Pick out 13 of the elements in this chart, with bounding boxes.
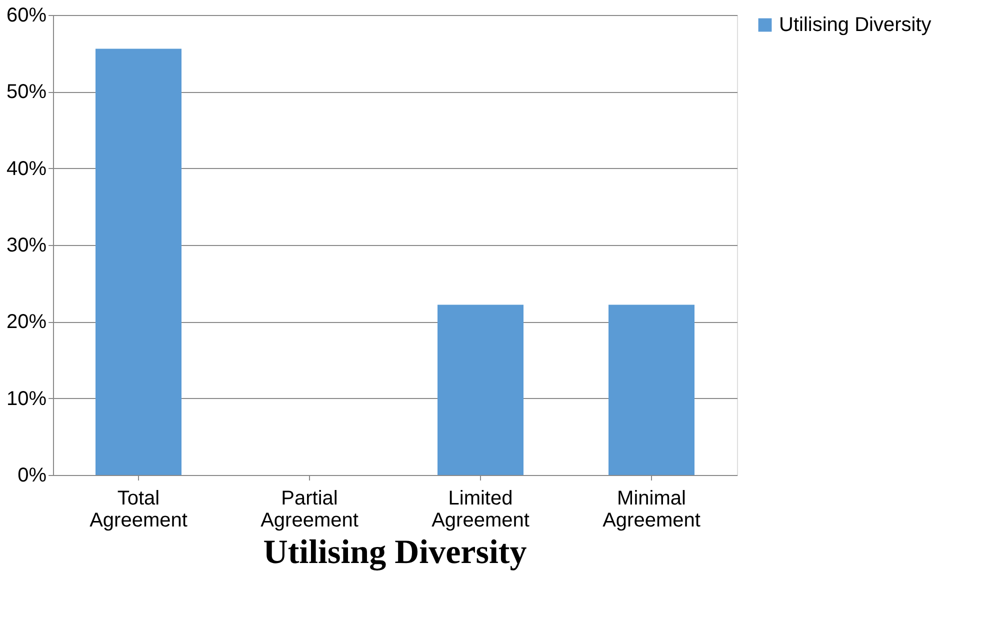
legend-label: Utilising Diversity — [779, 14, 932, 36]
y-tick-label: 40% — [6, 158, 47, 180]
x-tick-label: Limited Agreement — [432, 488, 530, 532]
y-tick-label: 30% — [6, 234, 47, 256]
y-tick-label: 50% — [6, 81, 47, 104]
text: Utilising Diversity — [263, 534, 527, 571]
y-tick-label: 0% — [18, 464, 47, 486]
y-tick-label: 60% — [6, 4, 47, 26]
y-tick-label: 20% — [6, 311, 47, 334]
y-tick-label: 10% — [6, 388, 47, 410]
x-tick-label: Minimal Agreement — [602, 488, 701, 532]
x-tick-label: Total Agreement — [90, 488, 188, 532]
x-tick-label: Partial Agreement — [260, 488, 359, 532]
